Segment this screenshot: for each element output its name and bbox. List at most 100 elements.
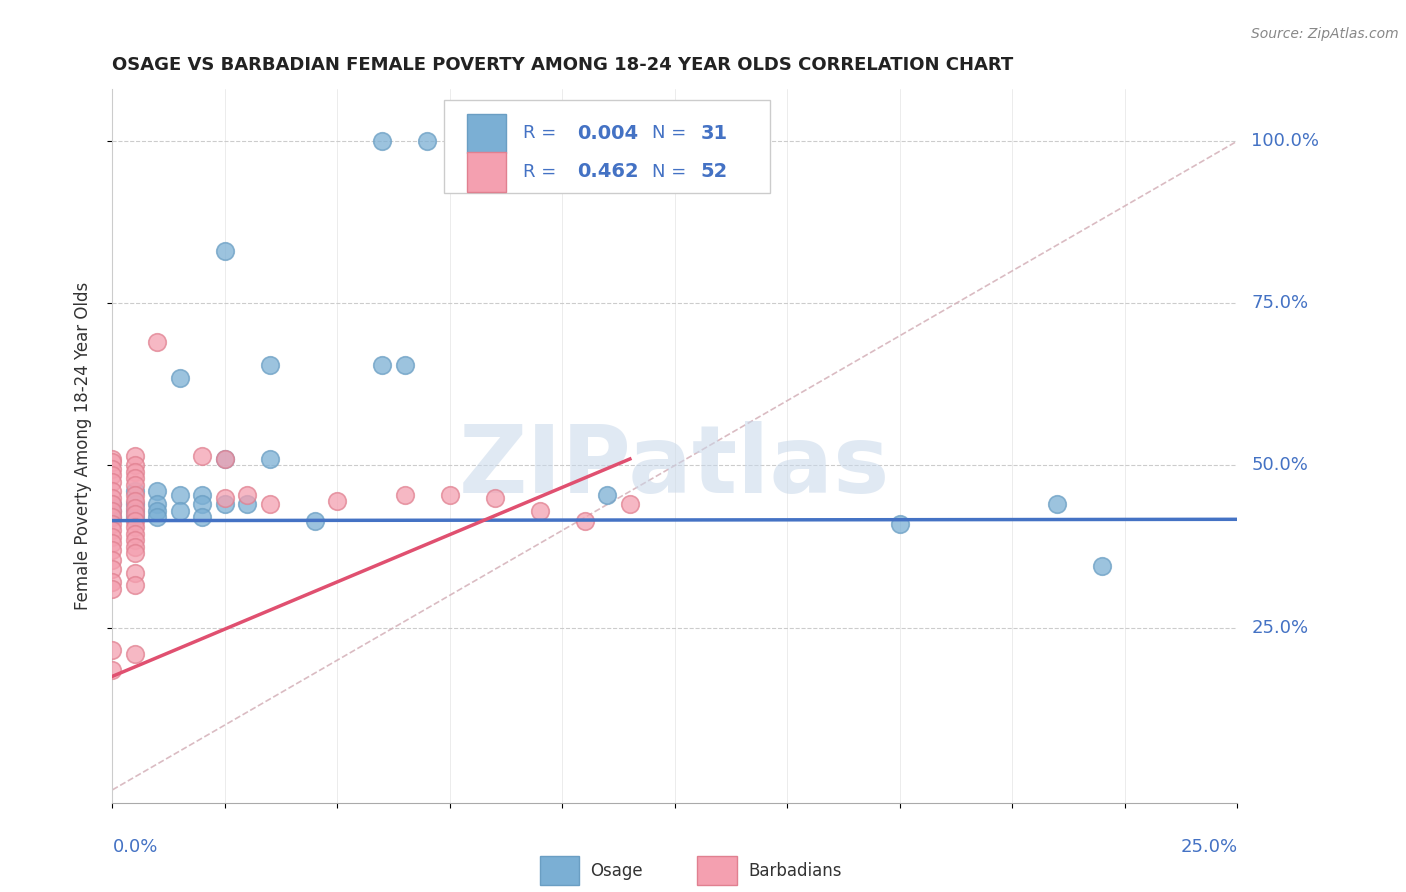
Point <box>889 516 911 531</box>
Point <box>214 497 236 511</box>
Point <box>101 516 124 531</box>
Point <box>394 358 416 372</box>
Y-axis label: Female Poverty Among 18-24 Year Olds: Female Poverty Among 18-24 Year Olds <box>73 282 91 610</box>
Point <box>101 510 124 524</box>
Point <box>101 497 124 511</box>
Text: R =: R = <box>523 125 562 143</box>
Point <box>191 449 214 463</box>
Point <box>619 497 641 511</box>
Point <box>124 507 146 521</box>
FancyBboxPatch shape <box>467 153 506 192</box>
FancyBboxPatch shape <box>697 856 737 885</box>
Point <box>101 491 124 505</box>
Point <box>484 491 506 505</box>
Text: 75.0%: 75.0% <box>1251 294 1309 312</box>
Point <box>169 504 191 518</box>
Point <box>146 510 169 524</box>
Point <box>146 497 169 511</box>
Point <box>371 358 394 372</box>
Text: 52: 52 <box>700 162 728 181</box>
Point <box>124 488 146 502</box>
Point <box>101 552 124 566</box>
Point <box>124 458 146 473</box>
Point <box>124 484 146 499</box>
Point <box>101 468 124 483</box>
Point <box>371 134 394 148</box>
Point <box>101 575 124 590</box>
Text: N =: N = <box>652 163 692 181</box>
Point <box>124 526 146 541</box>
Point <box>304 514 326 528</box>
Point <box>259 497 281 511</box>
Text: 0.0%: 0.0% <box>112 838 157 856</box>
Point <box>124 504 146 518</box>
Point <box>236 497 259 511</box>
Point <box>1091 559 1114 574</box>
Text: 25.0%: 25.0% <box>1251 619 1309 637</box>
Point <box>101 524 124 538</box>
Text: R =: R = <box>523 163 562 181</box>
Text: 100.0%: 100.0% <box>1251 132 1319 150</box>
FancyBboxPatch shape <box>467 114 506 153</box>
Point <box>101 643 124 657</box>
Point <box>146 484 169 499</box>
FancyBboxPatch shape <box>444 100 770 193</box>
Point <box>416 134 439 148</box>
Point <box>124 510 146 524</box>
Point <box>124 478 146 492</box>
Text: 31: 31 <box>700 124 728 143</box>
Text: OSAGE VS BARBADIAN FEMALE POVERTY AMONG 18-24 YEAR OLDS CORRELATION CHART: OSAGE VS BARBADIAN FEMALE POVERTY AMONG … <box>112 56 1014 74</box>
Point <box>394 488 416 502</box>
Text: Barbadians: Barbadians <box>748 862 842 880</box>
Point <box>124 540 146 554</box>
Point <box>124 449 146 463</box>
Text: N =: N = <box>652 125 692 143</box>
Text: 0.462: 0.462 <box>576 162 638 181</box>
Point <box>124 647 146 661</box>
Point <box>124 497 146 511</box>
Point <box>101 497 124 511</box>
Point <box>1046 497 1069 511</box>
Point <box>191 488 214 502</box>
Text: 0.004: 0.004 <box>576 124 638 143</box>
Point <box>101 536 124 550</box>
Point <box>101 530 124 544</box>
Text: ZIPatlas: ZIPatlas <box>460 421 890 514</box>
Point <box>236 488 259 502</box>
Point <box>124 520 146 534</box>
Point <box>124 514 146 528</box>
Point <box>124 566 146 580</box>
Point <box>101 461 124 475</box>
Point <box>101 562 124 576</box>
Point <box>574 514 596 528</box>
Point <box>169 488 191 502</box>
Point <box>214 452 236 467</box>
Point <box>146 335 169 350</box>
Point <box>124 578 146 592</box>
Point <box>596 488 619 502</box>
Point <box>101 452 124 467</box>
Text: Osage: Osage <box>591 862 643 880</box>
Text: 25.0%: 25.0% <box>1180 838 1237 856</box>
Point <box>124 471 146 485</box>
Point <box>101 504 124 518</box>
Point <box>101 504 124 518</box>
Point <box>124 500 146 515</box>
Point <box>101 475 124 489</box>
Point <box>101 510 124 524</box>
Point <box>191 510 214 524</box>
Point <box>259 358 281 372</box>
Point <box>124 494 146 508</box>
Point <box>191 497 214 511</box>
Point <box>259 452 281 467</box>
Point <box>124 546 146 560</box>
Point <box>124 465 146 479</box>
Point <box>146 504 169 518</box>
Point <box>214 491 236 505</box>
FancyBboxPatch shape <box>540 856 579 885</box>
Point <box>124 533 146 547</box>
Point <box>439 488 461 502</box>
Text: Source: ZipAtlas.com: Source: ZipAtlas.com <box>1251 27 1399 41</box>
Point <box>214 452 236 467</box>
Point <box>101 542 124 557</box>
